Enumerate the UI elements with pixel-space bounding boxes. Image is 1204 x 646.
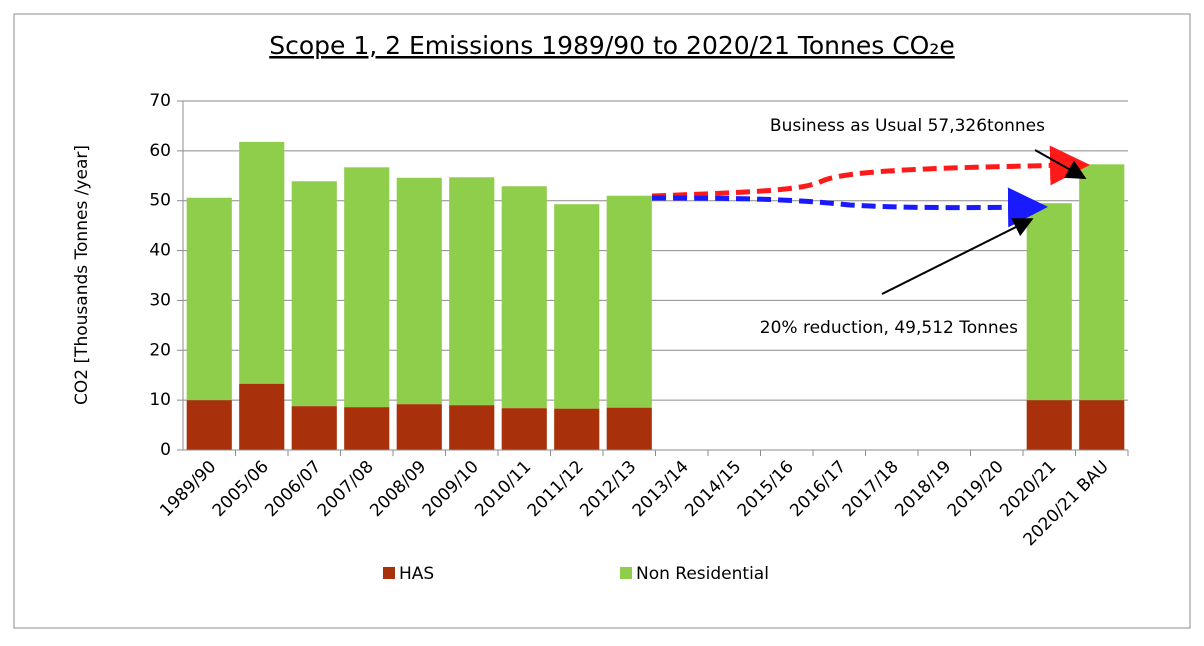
annotation: 20% reduction, 49,512 Tonnes <box>760 318 1018 338</box>
bar-segment <box>554 204 600 409</box>
legend-swatch <box>383 567 395 579</box>
y-tick-label: 10 <box>149 390 171 410</box>
legend-label: Non Residential <box>636 564 769 584</box>
bar-segment <box>396 404 442 450</box>
annotation-arrow <box>1034 149 1087 179</box>
y-tick-label: 50 <box>149 191 171 211</box>
bar-segment <box>501 408 547 450</box>
bar-segment <box>291 181 337 407</box>
y-tick-label: 20 <box>149 340 171 360</box>
bar-segment <box>239 141 285 384</box>
y-tick-label: 30 <box>149 290 171 310</box>
y-axis-label: CO2 [Thousands Tonnes /year] <box>72 145 92 405</box>
bar-segment <box>1026 400 1072 450</box>
bar-segment <box>501 186 547 409</box>
bar-segment <box>186 197 232 401</box>
bar-segment <box>239 383 285 450</box>
legend-swatch <box>620 567 632 579</box>
y-tick-label: 40 <box>149 241 171 261</box>
bar-segment <box>1079 164 1125 401</box>
bar-segment <box>396 177 442 405</box>
bar-segment <box>606 407 652 450</box>
bar-segment <box>344 407 390 450</box>
bar-segment <box>606 195 652 408</box>
bar-segment <box>344 167 390 408</box>
bar-segment <box>1026 203 1072 401</box>
y-tick-label: 70 <box>149 91 171 111</box>
bar-segment <box>291 406 337 450</box>
bar-segment <box>554 408 600 450</box>
bar-segment <box>186 400 232 450</box>
reduction-trend-arrow <box>651 187 1048 228</box>
annotation: Business as Usual 57,326tonnes <box>770 116 1045 136</box>
bar-segment <box>449 177 495 406</box>
annotation-arrow <box>881 218 1034 295</box>
bau-trend-arrow <box>651 145 1090 199</box>
y-tick-label: 60 <box>149 141 171 161</box>
chart-title: Scope 1, 2 Emissions 1989/90 to 2020/21 … <box>269 31 955 60</box>
y-tick-label: 0 <box>160 440 171 460</box>
bar-segment <box>1079 400 1125 450</box>
bar-segment <box>449 405 495 450</box>
legend-label: HAS <box>399 564 434 584</box>
